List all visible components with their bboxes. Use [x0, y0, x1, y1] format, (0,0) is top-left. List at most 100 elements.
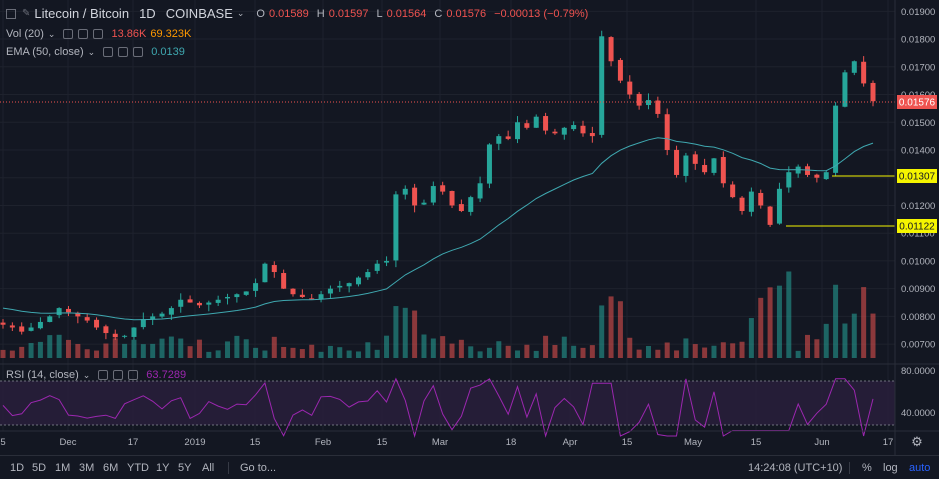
eye-icon[interactable]: [63, 29, 74, 39]
price-tick-label: 0.00800: [901, 312, 935, 323]
candle-body: [327, 288, 333, 294]
time-tick-label: 5: [0, 437, 5, 448]
settings-icon[interactable]: [78, 29, 89, 39]
candle-body: [299, 294, 305, 297]
chevron-down-icon[interactable]: ⌄: [236, 8, 245, 18]
rsi-label[interactable]: RSI (14, close): [6, 369, 79, 381]
candle-body: [449, 190, 455, 206]
chart-grid: [0, 0, 895, 431]
eye-icon[interactable]: [103, 47, 114, 57]
candle-body: [543, 116, 549, 131]
candle-body: [580, 125, 586, 134]
price-tick-label: 0.01500: [901, 118, 935, 129]
volume-bar: [571, 345, 577, 358]
range-1d[interactable]: 1D: [10, 462, 25, 474]
high-key: H: [316, 7, 325, 20]
settings-icon[interactable]: [113, 370, 124, 380]
range-5d[interactable]: 5D: [32, 462, 47, 474]
candle-body: [767, 206, 773, 225]
candle-body: [664, 114, 670, 150]
range-3m[interactable]: 3M: [79, 462, 95, 474]
settings-gear-icon[interactable]: ⚙: [911, 434, 923, 449]
volume-bar: [384, 335, 390, 358]
range-1y[interactable]: 1Y: [156, 462, 170, 474]
candle-body: [346, 283, 352, 287]
volume-bar: [393, 306, 399, 358]
time-tick-label: 15: [377, 437, 388, 448]
chevron-down-icon[interactable]: ⌄: [87, 46, 96, 57]
eye-icon[interactable]: [98, 370, 109, 380]
candle-body: [805, 166, 811, 175]
close-icon[interactable]: [133, 47, 144, 57]
candle-body: [533, 116, 539, 128]
chevron-down-icon[interactable]: ⌄: [82, 369, 91, 380]
volume-bar: [355, 351, 361, 358]
candle-body: [842, 72, 848, 107]
last-price-label: 0.01576: [899, 98, 936, 109]
candle-body: [75, 312, 81, 317]
volume-bar: [318, 351, 324, 358]
volume-bar: [674, 350, 680, 358]
clock-label[interactable]: 14:24:08 (UTC+10): [748, 462, 843, 474]
volume-bar: [468, 346, 474, 358]
candle-body: [505, 136, 511, 139]
log-toggle[interactable]: log: [883, 462, 898, 474]
volume-bar: [47, 335, 53, 358]
candle-body: [84, 317, 90, 321]
volume-bar: [786, 271, 792, 358]
settings-icon[interactable]: [118, 47, 129, 57]
candle-body: [440, 185, 446, 192]
candle-body: [748, 191, 754, 212]
candle-body: [318, 294, 324, 300]
volume-bar: [477, 351, 483, 358]
bottom-toolbar: 1D 5D 1M 3M 6M YTD 1Y 5Y All Go to... 14…: [0, 455, 939, 479]
volume-bar: [430, 338, 436, 358]
interval[interactable]: 1D: [139, 6, 156, 21]
volume-label[interactable]: Vol (20): [6, 28, 44, 40]
time-tick-label: 17: [883, 437, 894, 448]
candle-body: [225, 296, 231, 299]
time-tick-label: Jun: [814, 437, 829, 448]
separator: [228, 462, 229, 474]
volume-bar: [131, 339, 137, 358]
range-all[interactable]: All: [202, 462, 215, 474]
range-ytd[interactable]: YTD: [127, 462, 149, 474]
range-5y[interactable]: 5Y: [178, 462, 192, 474]
candle-body: [571, 125, 577, 130]
volume-bar: [374, 349, 380, 358]
range-6m[interactable]: 6M: [103, 462, 119, 474]
price-tick-label: 0.00700: [901, 340, 935, 351]
candle-body: [159, 313, 165, 317]
volume-legend: Vol (20) ⌄ 13.86K 69.323K: [6, 28, 191, 40]
close-icon[interactable]: [93, 29, 104, 39]
ema-value: 0.0139: [151, 46, 185, 58]
chevron-down-icon[interactable]: ⌄: [47, 28, 56, 39]
percent-toggle[interactable]: %: [862, 462, 872, 474]
range-1m[interactable]: 1M: [55, 462, 71, 474]
volume-bar: [346, 350, 352, 358]
symbol-name[interactable]: Litecoin / Bitcoin: [34, 6, 130, 21]
close-icon[interactable]: [128, 370, 139, 380]
candle-body: [458, 204, 464, 212]
candle-body: [430, 186, 436, 203]
volume-bar: [440, 336, 446, 358]
candle-body: [309, 298, 315, 300]
collapse-icon[interactable]: [6, 8, 16, 19]
candle-body: [94, 319, 100, 328]
volume-bar: [496, 341, 502, 358]
rsi-legend: RSI (14, close) ⌄ 63.7289: [6, 369, 186, 381]
pencil-icon[interactable]: ✎: [22, 8, 31, 19]
volume-bar: [243, 339, 249, 358]
volume-bar: [281, 346, 287, 358]
volume-bar: [37, 341, 43, 358]
volume-bar: [187, 346, 193, 358]
auto-toggle[interactable]: auto: [909, 462, 931, 474]
goto-button[interactable]: Go to...: [240, 462, 277, 474]
candle-body: [786, 172, 792, 188]
ema-line: [2, 137, 874, 321]
ema-label[interactable]: EMA (50, close): [6, 46, 84, 58]
candle-body: [692, 154, 698, 164]
time-tick-label: 18: [506, 437, 517, 448]
volume-bar: [561, 336, 567, 358]
